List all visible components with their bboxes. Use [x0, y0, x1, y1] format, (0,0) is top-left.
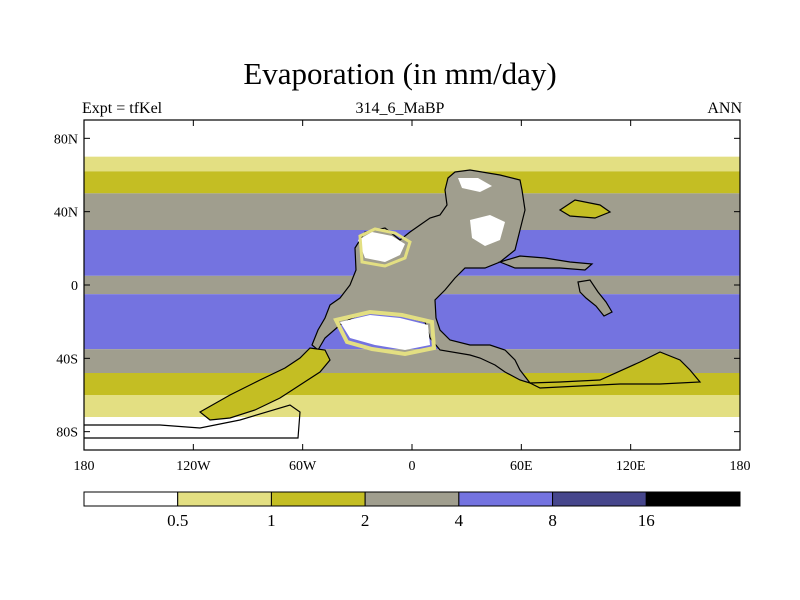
colorbar: 0.5 1 2 4 8 16: [83, 491, 741, 530]
southeast-coast: [498, 255, 594, 271]
map-regions: [84, 169, 702, 439]
zonal-band-3: [84, 193, 740, 230]
arabia-dry-patch: [470, 215, 505, 246]
zonal-band-0: [84, 120, 740, 157]
east-asia-landmass: [558, 199, 612, 219]
lon-tick-label-6: 180: [730, 459, 751, 474]
lon-tick-label-3: 0: [409, 459, 416, 474]
southern-landmass: [198, 347, 331, 421]
lat-tick-label-1: 40N: [54, 206, 78, 221]
colorbar-swatch-2: [270, 491, 366, 507]
colorbar-label-4: 8: [548, 511, 557, 530]
longitude-axis: 180 120W 60W 0 60E 120E 180: [74, 120, 751, 474]
lon-tick-label-1: 120W: [176, 459, 211, 474]
colorbar-label-1: 1: [267, 511, 276, 530]
central-asia-dry-patch: [458, 178, 492, 192]
colorbar-label-3: 4: [455, 511, 464, 530]
north-africa-dry-patch: [358, 232, 405, 262]
antarctic-coast: [84, 404, 301, 439]
maritime-islands: [577, 279, 613, 317]
colorbar-swatch-4: [458, 491, 554, 507]
colorbar-swatch-3: [364, 491, 460, 507]
southern-ocean-ridge: [529, 351, 702, 389]
latitude-axis: 80N 40N 0 40S 80S: [54, 132, 740, 441]
lat-tick-label-4: 80S: [56, 426, 78, 441]
lat-tick-label-2: 0: [71, 279, 78, 294]
colorbar-swatch-6: [645, 491, 741, 507]
lon-tick-label-2: 60W: [289, 459, 317, 474]
lon-tick-label-0: 180: [74, 459, 95, 474]
colorbar-label-2: 2: [361, 511, 370, 530]
colorbar-swatch-5: [552, 491, 647, 507]
zonal-band-1: [84, 156, 740, 172]
colorbar-swatch-1: [177, 491, 272, 507]
season-label: ANN: [707, 100, 742, 117]
lon-tick-label-4: 60E: [510, 459, 533, 474]
south-america-dry-patch: [340, 315, 430, 350]
zonal-band-9: [84, 395, 740, 417]
colorbar-label-0: 0.5: [167, 511, 188, 530]
plot-title: Evaporation (in mm/day): [243, 56, 557, 91]
lat-tick-label-3: 40S: [56, 352, 78, 367]
case-label: 314_6_MaBP: [355, 100, 445, 117]
experiment-label: Expt = tfKel: [82, 100, 163, 117]
colorbar-label-5: 16: [638, 511, 655, 530]
lat-tick-label-0: 80N: [54, 132, 78, 147]
lon-tick-label-5: 120E: [616, 459, 646, 474]
zonal-band-2: [84, 171, 740, 194]
north-africa-dry-halo: [358, 227, 412, 268]
colorbar-swatch-0: [83, 491, 179, 507]
south-america-dry-halo: [333, 309, 437, 357]
zonal-band-7: [84, 349, 740, 373]
